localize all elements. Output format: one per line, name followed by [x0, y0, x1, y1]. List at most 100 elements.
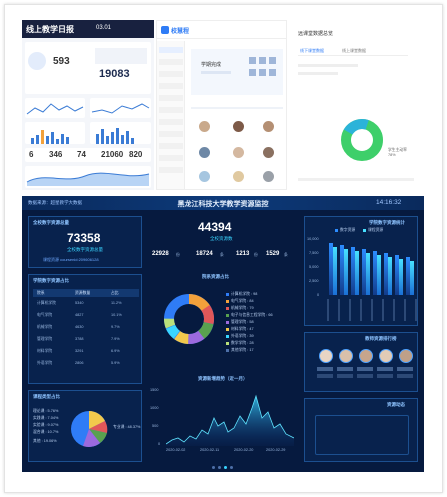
sidebar-item-2[interactable]	[159, 59, 183, 65]
panel-title: 资源新增趋势（近一月）	[198, 376, 248, 381]
grid-icon	[269, 69, 276, 76]
teacher-avatar[interactable]	[399, 349, 413, 363]
sidebar-item-3[interactable]	[159, 71, 183, 77]
panel-title: 学院数字资源占比	[33, 278, 69, 283]
pie-label: 专业课 : 48.37%	[113, 425, 141, 429]
avatar[interactable]	[199, 147, 210, 158]
college-stats-panel: 学院数字资源统计 数字资源 课程资源 10,000 7,500 5,000 2,…	[304, 216, 418, 326]
avatar[interactable]	[263, 147, 274, 158]
table-row[interactable]: 材料学院 3291 6.9%	[37, 349, 120, 353]
total-resources-label: 全校数字资源总量	[67, 247, 103, 252]
participation-donut	[341, 119, 383, 161]
avatar[interactable]	[199, 171, 210, 182]
college-share-panel: 院系资源占比 计算机学院 : 98 电气学院 : 84 机械学院 : 79 电子…	[148, 272, 298, 370]
bar	[377, 255, 381, 295]
grid-icon	[269, 57, 276, 64]
table-row[interactable]: 外语学院 2806 5.9%	[37, 361, 120, 365]
table-row[interactable]: 电气学院 4827 10.1%	[37, 313, 122, 317]
stat-a: 6	[29, 150, 34, 159]
pie-label: 实验课 : 9.07%	[33, 423, 59, 427]
teacher-avatar[interactable]	[379, 349, 393, 363]
sidebar-item-11[interactable]	[159, 167, 183, 173]
sidebar-item-5[interactable]	[159, 95, 183, 101]
legend-item: 材料学院 : 47	[231, 327, 254, 331]
table-row[interactable]: 管理学院 3788 7.9%	[37, 337, 120, 341]
pie-label: 实践课 : 7.04%	[33, 416, 59, 420]
bar	[366, 253, 370, 295]
bar	[344, 249, 348, 295]
sidebar-item-4[interactable]	[159, 83, 183, 89]
tab-offline[interactable]: 线下课堂数据	[300, 48, 324, 53]
grid-icon	[259, 69, 266, 76]
bar	[362, 249, 366, 295]
legend-item: 管理学院 : 58	[231, 320, 254, 324]
legend-item: 机械学院 : 79	[231, 306, 254, 310]
stat-b: 346	[49, 150, 63, 159]
course-type-pie	[71, 411, 108, 447]
center-total-value: 44394	[198, 220, 232, 234]
grid-icon	[249, 57, 256, 64]
bar	[329, 243, 333, 295]
panel-title: 院系资源占比	[202, 274, 229, 279]
grid-icon	[249, 69, 256, 76]
stat-d: 21060	[101, 150, 124, 159]
bar-card-1	[25, 122, 85, 144]
panel-title: 课程类型占比	[33, 394, 60, 399]
avatar[interactable]	[233, 171, 244, 182]
bar	[410, 261, 414, 295]
sparkline-2	[91, 103, 150, 114]
bar	[340, 245, 344, 295]
college-resource-table-panel: 学院数字资源占比 院系 资源数量 占比 计算机学院 5340 11.2% 电气学…	[28, 274, 142, 384]
table-header: 院系 资源数量 占比	[33, 289, 139, 297]
course-type-panel: 课程类型占比 理论课 : 5.76% 实践课 : 7.04% 实验课 : 9.0…	[28, 390, 142, 462]
teacher-ranking-panel: 教师资源排行榜	[304, 332, 418, 392]
tab-online[interactable]: 线上课堂数据	[342, 48, 366, 53]
dynamics-list	[315, 415, 409, 455]
teacher-avatar[interactable]	[339, 349, 353, 363]
avatar[interactable]	[263, 171, 274, 182]
sidebar-item-6[interactable]	[159, 107, 183, 113]
logo-icon	[161, 26, 169, 34]
college-bar-chart	[327, 239, 417, 295]
stat-c: 74	[77, 150, 86, 159]
bar	[399, 259, 403, 295]
legend-item: 电气学院 : 84	[231, 299, 254, 303]
legend-item: 计算机学院 : 98	[231, 292, 258, 296]
hero-label: 学期完成	[201, 62, 222, 68]
center-total-label: 全校资源数	[210, 236, 233, 241]
avatar[interactable]	[199, 121, 210, 132]
tab-bar: 线下课堂数据 线上课堂数据	[298, 46, 408, 56]
avatar[interactable]	[233, 147, 244, 158]
bar	[388, 257, 392, 295]
daily-report-dashboard: 线上教学日报 03.01 593 19083 6 346 74 21060	[22, 20, 154, 190]
teacher-avatar[interactable]	[319, 349, 333, 363]
sparkline-card-2	[90, 98, 151, 118]
stat-teachers: 593	[53, 56, 70, 67]
panel-title: 资源动态	[387, 402, 405, 407]
sidebar-item-8[interactable]	[159, 131, 183, 137]
donut-label: 学生主动率 78%	[388, 148, 407, 157]
table-row[interactable]: 计算机学院 5340 11.2%	[37, 301, 122, 305]
table-row[interactable]: 机械学院 4630 9.7%	[37, 325, 120, 329]
panel-title: 教师资源排行榜	[365, 336, 397, 341]
teacher-avatar[interactable]	[359, 349, 373, 363]
teaching-platform-page: 校慧程 学期完成	[156, 20, 287, 190]
sidebar-item-10[interactable]	[159, 155, 183, 161]
avatar[interactable]	[233, 121, 244, 132]
sidebar-item-1[interactable]	[159, 47, 183, 53]
user-icon	[28, 52, 46, 70]
pager-dot[interactable]	[212, 466, 215, 469]
pager-dot[interactable]	[218, 466, 221, 469]
sidebar-item-7[interactable]	[159, 119, 183, 125]
pager-dot[interactable]	[230, 466, 233, 469]
bar	[333, 247, 337, 295]
sparkline-1	[26, 103, 84, 115]
pager-dot-active[interactable]	[224, 466, 227, 469]
avatar[interactable]	[263, 121, 274, 132]
stat-e: 820	[129, 150, 143, 159]
sidebar-item-9[interactable]	[159, 143, 183, 149]
sidebar	[157, 41, 185, 189]
clock: 14:16:32	[376, 199, 402, 206]
area-card	[25, 166, 151, 188]
bar	[384, 253, 388, 295]
